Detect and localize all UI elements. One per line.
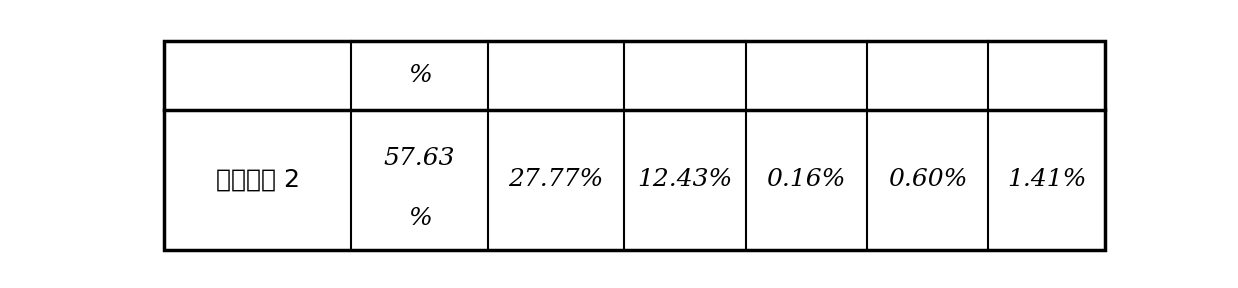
Text: 12.43%: 12.43% xyxy=(638,168,733,191)
Text: %: % xyxy=(407,207,432,230)
Text: 0.60%: 0.60% xyxy=(888,168,967,191)
Text: 1.41%: 1.41% xyxy=(1006,168,1086,191)
Text: 57.63: 57.63 xyxy=(384,147,456,170)
Text: 0.16%: 0.16% xyxy=(766,168,846,191)
Text: 27.77%: 27.77% xyxy=(509,168,604,191)
Text: %: % xyxy=(407,64,432,87)
Text: 黑料成分 2: 黑料成分 2 xyxy=(215,168,300,192)
